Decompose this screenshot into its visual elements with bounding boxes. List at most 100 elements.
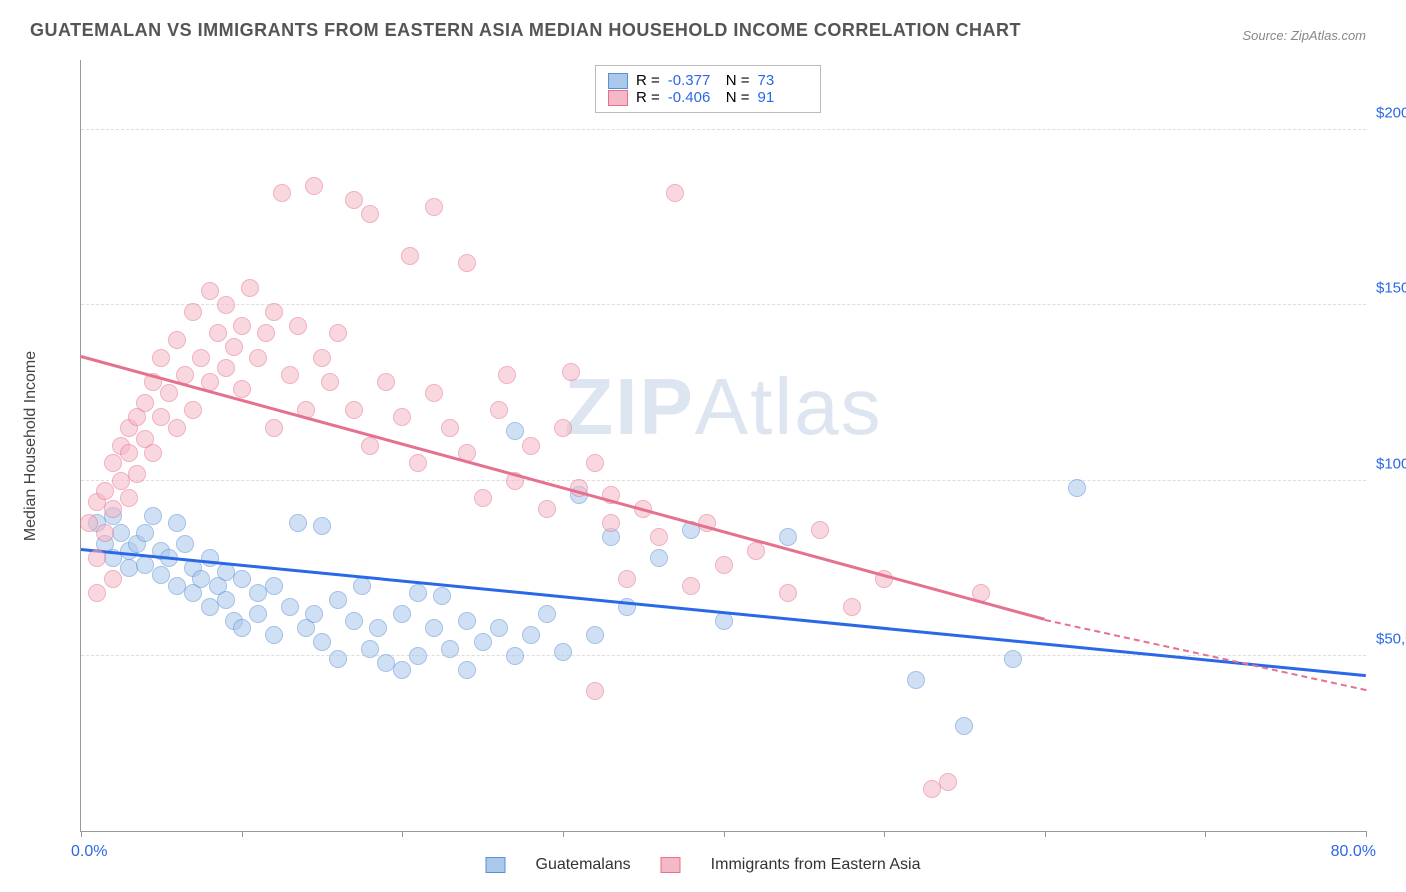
data-point — [747, 542, 765, 560]
legend-r-label: R = — [636, 72, 660, 89]
correlation-legend: R = -0.377 N = 73 R = -0.406 N = 91 — [595, 65, 821, 113]
data-point — [168, 419, 186, 437]
data-point — [490, 401, 508, 419]
data-point — [361, 437, 379, 455]
data-point — [265, 626, 283, 644]
data-point — [377, 373, 395, 391]
legend-swatch — [485, 857, 505, 873]
data-point — [233, 317, 251, 335]
x-tick-mark — [242, 831, 243, 837]
data-point — [538, 605, 556, 623]
data-point — [441, 419, 459, 437]
data-point — [393, 605, 411, 623]
x-tick-mark — [1366, 831, 1367, 837]
data-point — [425, 619, 443, 637]
data-point — [329, 324, 347, 342]
data-point — [305, 177, 323, 195]
data-point — [506, 422, 524, 440]
data-point — [401, 247, 419, 265]
legend-swatch — [608, 90, 628, 106]
data-point — [474, 489, 492, 507]
legend-r-label: R = — [636, 89, 660, 106]
watermark: ZIPAtlas — [564, 361, 882, 453]
data-point — [409, 584, 427, 602]
data-point — [554, 643, 572, 661]
data-point — [345, 612, 363, 630]
data-point — [779, 584, 797, 602]
data-point — [393, 661, 411, 679]
legend-n-value: 73 — [758, 72, 808, 89]
data-point — [144, 507, 162, 525]
data-point — [474, 633, 492, 651]
data-point — [201, 282, 219, 300]
data-point — [1068, 479, 1086, 497]
legend-r-value: -0.377 — [668, 72, 718, 89]
x-tick-mark — [1205, 831, 1206, 837]
y-tick-label: $200,000 — [1376, 105, 1406, 122]
data-point — [96, 482, 114, 500]
scatter-chart: Median Household Income ZIPAtlas R = -0.… — [80, 60, 1366, 832]
data-point — [666, 184, 684, 202]
data-point — [715, 612, 733, 630]
data-point — [458, 254, 476, 272]
data-point — [425, 384, 443, 402]
data-point — [104, 570, 122, 588]
data-point — [586, 682, 604, 700]
data-point — [192, 349, 210, 367]
data-point — [305, 605, 323, 623]
data-point — [602, 514, 620, 532]
data-point — [393, 408, 411, 426]
data-point — [506, 647, 524, 665]
data-point — [433, 587, 451, 605]
data-point — [1004, 650, 1022, 668]
gridline — [81, 480, 1366, 481]
legend-series-name: Immigrants from Eastern Asia — [711, 856, 921, 874]
y-tick-label: $50,000 — [1376, 630, 1406, 647]
y-axis-label: Median Household Income — [22, 350, 40, 540]
data-point — [715, 556, 733, 574]
data-point — [522, 626, 540, 644]
legend-n-value: 91 — [758, 89, 808, 106]
data-point — [152, 566, 170, 584]
data-point — [184, 303, 202, 321]
data-point — [241, 279, 259, 297]
chart-title: GUATEMALAN VS IMMIGRANTS FROM EASTERN AS… — [30, 20, 1376, 41]
data-point — [233, 380, 251, 398]
data-point — [160, 384, 178, 402]
data-point — [289, 317, 307, 335]
y-tick-label: $150,000 — [1376, 280, 1406, 297]
data-point — [217, 359, 235, 377]
data-point — [538, 500, 556, 518]
data-point — [265, 577, 283, 595]
data-point — [313, 633, 331, 651]
data-point — [265, 303, 283, 321]
data-point — [409, 454, 427, 472]
data-point — [554, 419, 572, 437]
data-point — [128, 465, 146, 483]
data-point — [650, 549, 668, 567]
data-point — [233, 619, 251, 637]
legend-swatch — [661, 857, 681, 873]
data-point — [369, 619, 387, 637]
data-point — [104, 454, 122, 472]
data-point — [441, 640, 459, 658]
legend-row: R = -0.406 N = 91 — [608, 89, 808, 106]
x-axis-min: 0.0% — [71, 843, 107, 861]
x-tick-mark — [402, 831, 403, 837]
x-tick-mark — [81, 831, 82, 837]
data-point — [779, 528, 797, 546]
data-point — [120, 489, 138, 507]
data-point — [233, 570, 251, 588]
data-point — [273, 184, 291, 202]
data-point — [168, 331, 186, 349]
data-point — [184, 401, 202, 419]
data-point — [209, 324, 227, 342]
legend-swatch — [608, 73, 628, 89]
series-legend: Guatemalans Immigrants from Eastern Asia — [485, 856, 920, 874]
legend-series-name: Guatemalans — [535, 856, 630, 874]
data-point — [176, 535, 194, 553]
data-point — [313, 517, 331, 535]
data-point — [361, 640, 379, 658]
data-point — [88, 584, 106, 602]
data-point — [843, 598, 861, 616]
